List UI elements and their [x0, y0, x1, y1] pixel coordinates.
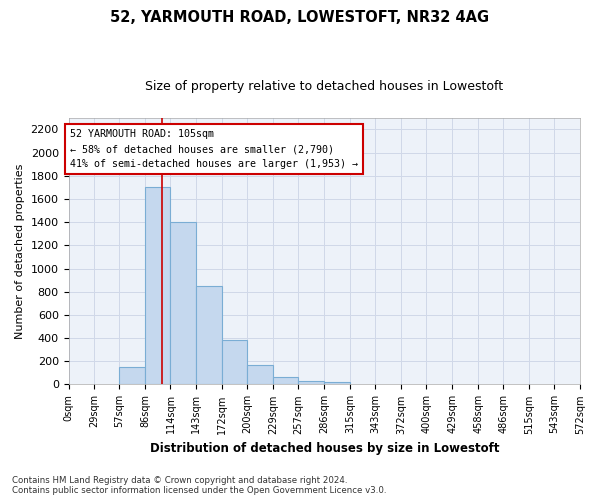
Bar: [324, 382, 350, 384]
Title: Size of property relative to detached houses in Lowestoft: Size of property relative to detached ho…: [145, 80, 503, 93]
Text: Contains HM Land Registry data © Crown copyright and database right 2024.
Contai: Contains HM Land Registry data © Crown c…: [12, 476, 386, 495]
Bar: [247, 366, 273, 384]
Bar: [223, 340, 247, 384]
Y-axis label: Number of detached properties: Number of detached properties: [15, 164, 25, 339]
X-axis label: Distribution of detached houses by size in Lowestoft: Distribution of detached houses by size …: [149, 442, 499, 455]
Text: 52 YARMOUTH ROAD: 105sqm
← 58% of detached houses are smaller (2,790)
41% of sem: 52 YARMOUTH ROAD: 105sqm ← 58% of detach…: [70, 130, 358, 169]
Bar: [119, 367, 145, 384]
Bar: [273, 378, 298, 384]
Bar: [170, 222, 196, 384]
Bar: [298, 381, 324, 384]
Bar: [145, 188, 170, 384]
Text: 52, YARMOUTH ROAD, LOWESTOFT, NR32 4AG: 52, YARMOUTH ROAD, LOWESTOFT, NR32 4AG: [110, 10, 490, 25]
Bar: [196, 286, 223, 384]
